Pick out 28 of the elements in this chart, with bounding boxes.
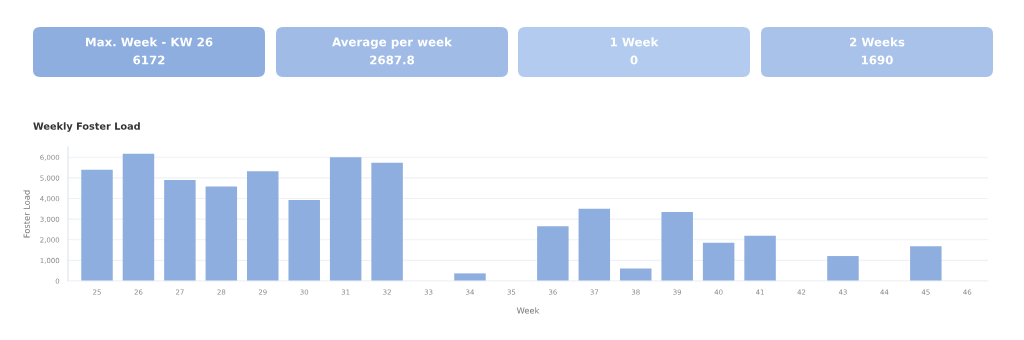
bar (578, 208, 611, 281)
bar (164, 179, 196, 281)
chart-title: Weekly Foster Load (33, 122, 140, 132)
x-axis-title: Week (516, 307, 540, 314)
text: 6172 (133, 55, 165, 65)
bar (454, 273, 486, 281)
text: 0 (630, 55, 638, 65)
bar (910, 246, 942, 281)
bar (122, 153, 155, 281)
bar (537, 226, 569, 281)
bar (247, 171, 279, 281)
text: Average per week (332, 37, 453, 49)
text: Max. Week - KW 26 (85, 37, 213, 47)
text: 2687.8 (370, 55, 415, 65)
text: 1 Week (610, 37, 659, 47)
y-axis-title: Foster Load (23, 190, 30, 238)
bar (371, 162, 403, 281)
bar (744, 235, 776, 281)
bar (702, 242, 735, 281)
bar (288, 199, 320, 281)
text: 2 Weeks (850, 37, 905, 47)
bar (827, 256, 859, 281)
bar (661, 211, 693, 281)
text: 1690 (861, 55, 893, 65)
bar (329, 157, 362, 281)
bar (205, 186, 238, 281)
bar (81, 169, 113, 281)
bar (620, 268, 652, 281)
